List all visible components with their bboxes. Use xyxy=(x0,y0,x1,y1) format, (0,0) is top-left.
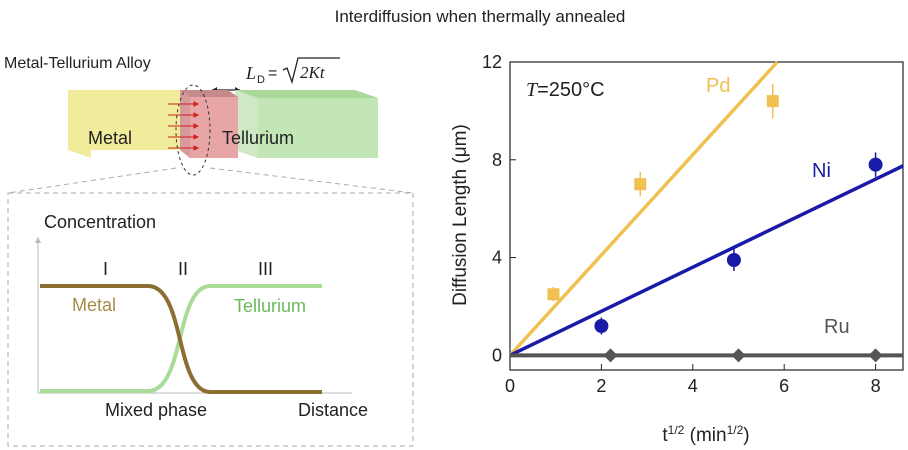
profile-metal-label: Metal xyxy=(72,295,116,315)
xlabel-sup2: 1/2 xyxy=(727,423,744,437)
metal-block-label: Metal xyxy=(88,128,132,148)
series-label-ni: Ni xyxy=(812,160,831,182)
data-point-ni xyxy=(594,319,609,333)
fit-line-ni xyxy=(509,164,904,357)
data-point-pd xyxy=(547,288,560,301)
data-markers xyxy=(547,84,883,363)
figure-title: Interdiffusion when thermally annealed xyxy=(335,7,626,26)
data-point-ru xyxy=(731,348,746,363)
x-tick-label: 8 xyxy=(871,376,881,396)
temperature-symbol: T xyxy=(526,79,539,101)
formula-equals: = xyxy=(268,65,277,82)
temperature-value: =250°C xyxy=(537,79,605,101)
data-point-ni xyxy=(868,157,883,172)
data-point-pd xyxy=(766,95,779,108)
metal-block xyxy=(68,90,211,158)
xlabel-end: ) xyxy=(743,425,749,446)
data-point-pd xyxy=(634,178,647,191)
xlabel-mid: (min xyxy=(684,425,726,446)
chart-xlabel: t1/2 (min1/2) xyxy=(662,423,749,446)
metal-curve xyxy=(40,284,322,394)
series-label-pd: Pd xyxy=(706,75,730,97)
profile-y-arrowhead xyxy=(35,237,41,243)
zoom-inset-frame xyxy=(7,167,414,447)
tellurium-block xyxy=(235,90,378,158)
x-tick-label: 0 xyxy=(505,376,515,396)
chart-frame xyxy=(509,61,904,371)
alloy-label: Metal-Tellurium Alloy xyxy=(4,55,151,72)
diffusion-arrows xyxy=(168,101,200,151)
diffusion-formula: L D = 2Kt xyxy=(245,57,340,86)
data-point-ru xyxy=(868,348,883,363)
formula-L: L xyxy=(245,63,256,83)
y-tick-label: 8 xyxy=(492,150,502,170)
region-label-1: I xyxy=(103,259,108,279)
fit-line-pd xyxy=(508,60,779,357)
y-tick-label: 0 xyxy=(492,345,502,365)
sqrt-sign xyxy=(282,57,340,85)
formula-radicand: 2Kt xyxy=(300,63,326,82)
alloy-schematic: Metal-Tellurium Alloy L D = 2Kt xyxy=(4,55,378,176)
temperature-annotation: T=250°C xyxy=(526,79,605,101)
formula-L-sub: D xyxy=(257,74,265,86)
concentration-profile: Concentration Distance I II III Metal Te… xyxy=(35,212,368,420)
mixed-phase-label: Mixed phase xyxy=(105,400,207,420)
profile-xlabel: Distance xyxy=(298,400,368,420)
x-tick-label: 4 xyxy=(688,376,698,396)
region-label-3: III xyxy=(258,259,273,279)
chart-ylabel: Diffusion Length (μm) xyxy=(450,124,471,306)
series-label-ru: Ru xyxy=(824,316,850,338)
zoom-ellipse xyxy=(175,84,211,176)
profile-ylabel: Concentration xyxy=(44,212,156,232)
profile-tellurium-label: Tellurium xyxy=(234,296,306,316)
xlabel-base: t xyxy=(662,425,668,446)
region-label-2: II xyxy=(178,259,188,279)
alloy-region xyxy=(180,90,238,158)
y-tick-label: 4 xyxy=(492,248,502,268)
data-point-ni xyxy=(726,253,741,267)
y-tick-label: 12 xyxy=(482,52,502,72)
chart-ticks: 0 2 4 6 8 0 4 8 12 xyxy=(482,52,881,396)
data-point-ru xyxy=(603,348,618,363)
tellurium-block-label: Tellurium xyxy=(222,128,294,148)
x-tick-label: 6 xyxy=(779,376,789,396)
xlabel-sup1: 1/2 xyxy=(668,423,685,437)
fit-lines xyxy=(508,60,904,358)
x-tick-label: 2 xyxy=(596,376,606,396)
